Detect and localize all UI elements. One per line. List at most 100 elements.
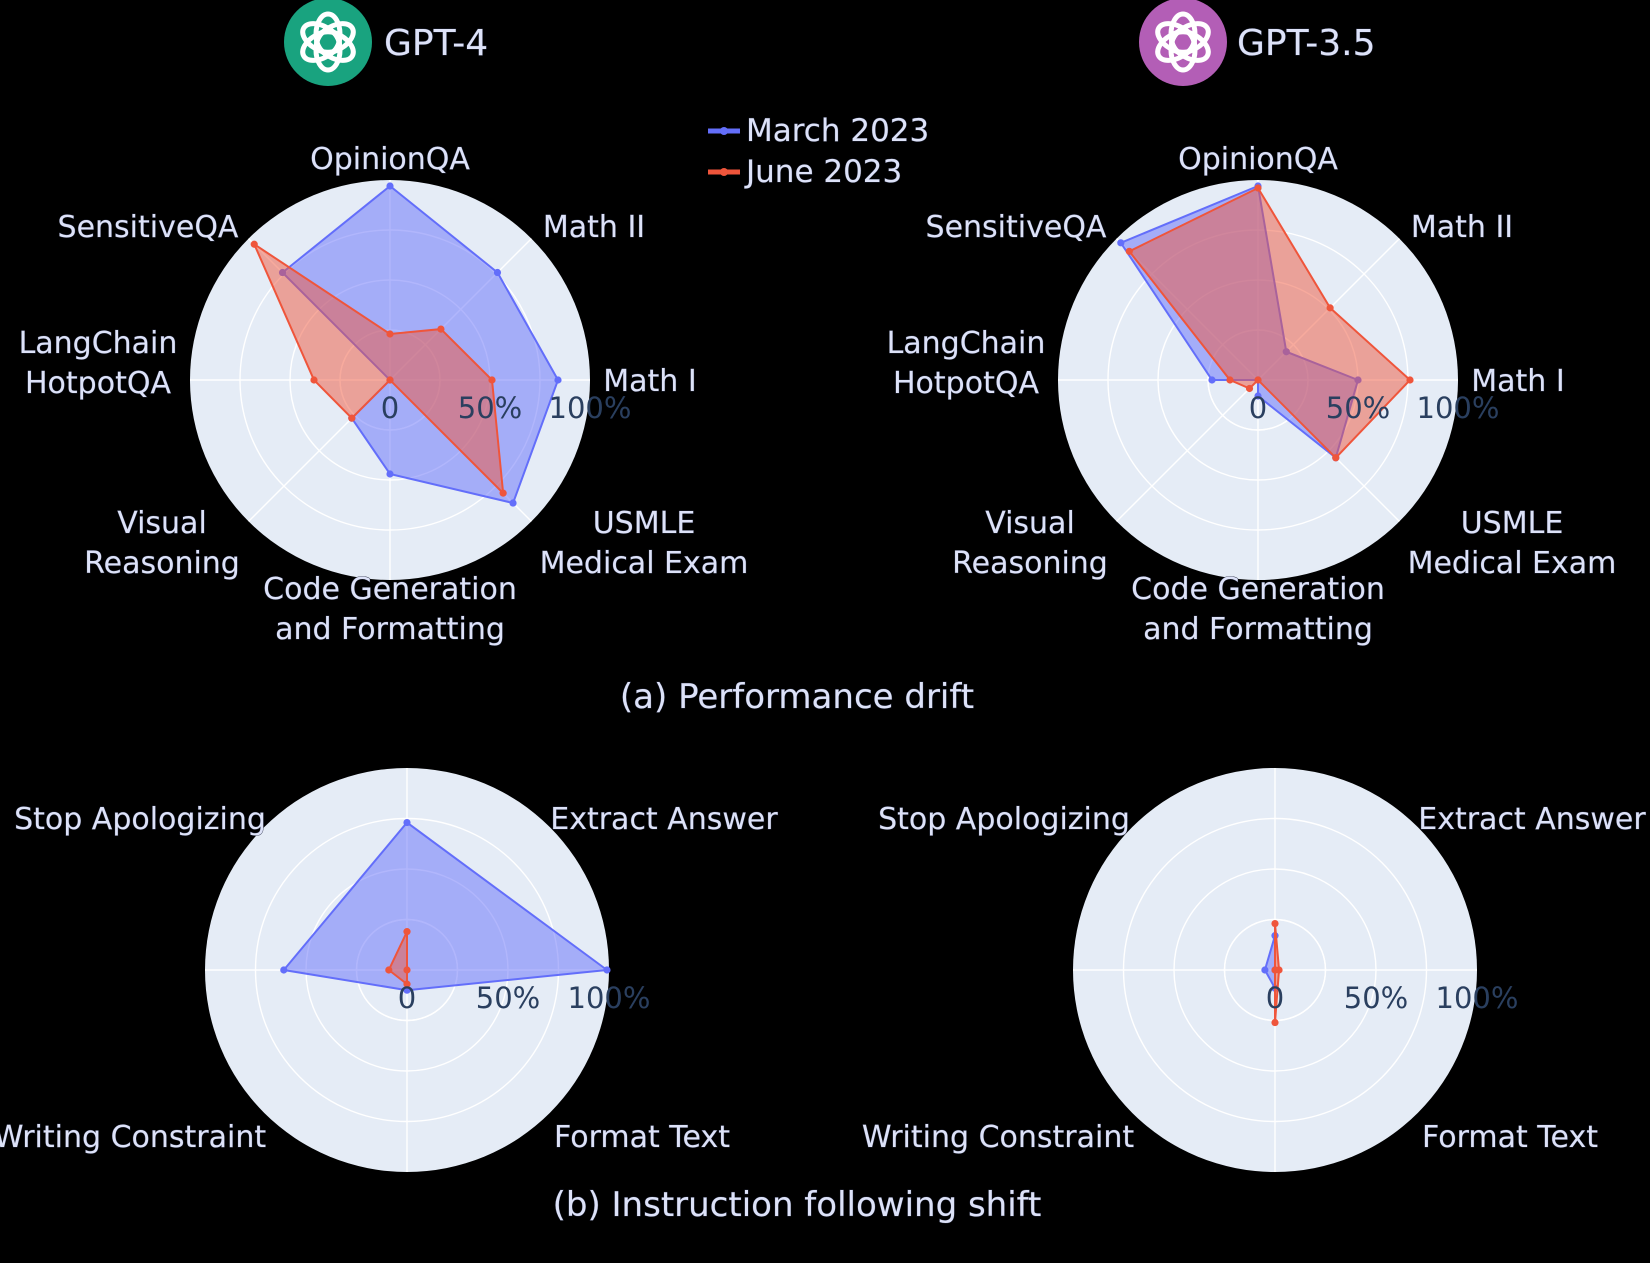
data-point-june-2023-math-ii — [1326, 304, 1334, 312]
radial-tick-label: 0 — [398, 981, 416, 1015]
radial-tick-label: 100% — [549, 391, 632, 425]
data-point-march-2023-math-ii — [493, 268, 502, 277]
data-point-march-2023-math-i — [554, 376, 562, 384]
data-point-june-2023-extract-answer — [403, 966, 411, 974]
radial-tick-label: 100% — [1417, 391, 1500, 425]
data-point-march-2023-usmle-medical-exam — [509, 499, 517, 507]
axis-label-visual-reasoning: Visual — [985, 506, 1075, 541]
axis-label-extract-answer: Extract Answer — [550, 802, 778, 837]
radar-chart-instruction-gpt4: 0 50% 100% Extract Answer Stop Apologizing Wr… — [0, 768, 779, 1172]
radial-tick-label: 50% — [476, 981, 540, 1015]
caption-instruction-following-shift: (b) Instruction following shift — [553, 1185, 1042, 1225]
legend-label-march: March 2023 — [746, 113, 929, 149]
data-point-june-2023-code-generation-and-formatting — [386, 376, 394, 384]
radial-tick-label: 50% — [1326, 391, 1390, 425]
axis-label-code-generation-and-formatting: Code Generation — [263, 572, 517, 607]
data-point-june-2023-visual-reasoning — [1245, 384, 1254, 393]
data-point-june-2023-math-ii — [437, 325, 445, 333]
axis-label-writing-constraint: Writing Constraint — [862, 1120, 1134, 1155]
radial-tick-label: 50% — [1344, 981, 1408, 1015]
axis-label-math-ii: Math II — [543, 210, 645, 245]
data-point-june-2023-langchain-hotpotqa — [310, 376, 318, 384]
axis-label-stop-apologizing: Stop Apologizing — [878, 802, 1130, 837]
axis-label-writing-constraint: Writing Constraint — [0, 1120, 266, 1155]
data-point-march-2023-langchain-hotpotqa — [1208, 376, 1216, 384]
radar-chart-performance-gpt35: 0 50% 100%Math I Math II OpinionQA SensitiveQ… — [886, 142, 1617, 648]
axis-label-code-generation-and-formatting: and Formatting — [1143, 612, 1373, 647]
axis-label-visual-reasoning: Reasoning — [952, 546, 1108, 581]
data-point-march-2023-code-generation-and-formatting — [386, 470, 394, 478]
data-point-june-2023-math-i — [488, 376, 496, 384]
data-point-june-2023-stop-apologizing — [403, 928, 411, 936]
gpt35-header: GPT-3.5 — [1139, 0, 1376, 86]
axis-label-math-i: Math I — [1471, 364, 1564, 399]
gpt4-header: GPT-4 — [284, 0, 489, 86]
axis-label-opinionqa: OpinionQA — [310, 142, 470, 177]
data-point-june-2023-stop-apologizing — [1271, 919, 1279, 928]
axis-label-visual-reasoning: Visual — [117, 506, 207, 541]
radial-tick-label: 50% — [458, 391, 522, 425]
axis-label-usmle-medical-exam: USMLE — [1461, 506, 1564, 541]
axis-label-usmle-medical-exam: Medical Exam — [540, 546, 749, 581]
axis-label-extract-answer: Extract Answer — [1418, 802, 1646, 837]
data-point-june-2023-format-text — [403, 980, 411, 988]
data-point-march-2023-opinionqa — [386, 182, 394, 190]
axis-label-sensitiveqa: SensitiveQA — [58, 210, 239, 245]
axis-label-format-text: Format Text — [554, 1120, 730, 1155]
data-point-march-2023-format-text — [403, 986, 411, 994]
legend: March 2023 June 2023 — [708, 113, 930, 190]
radar-chart-instruction-gpt35: 0 50% 100% Extract Answer Stop Apologizing Wr… — [861, 768, 1647, 1172]
data-point-june-2023-langchain-hotpotqa — [1226, 376, 1234, 384]
data-point-june-2023-writing-constraint — [1271, 966, 1279, 974]
data-point-march-2023-extract-answer — [603, 966, 611, 974]
axis-label-langchain-hotpotqa: HotpotQA — [25, 366, 171, 401]
legend-label-june: June 2023 — [744, 154, 902, 190]
axis-label-visual-reasoning: Reasoning — [84, 546, 240, 581]
openai-logo-icon — [300, 11, 356, 73]
gpt35-title: GPT-3.5 — [1237, 23, 1376, 64]
radial-tick-label: 0 — [1266, 981, 1284, 1015]
axis-label-langchain-hotpotqa: LangChain — [19, 326, 178, 361]
data-point-june-2023-usmle-medical-exam — [1332, 454, 1340, 462]
polar-spoke — [1116, 379, 1259, 522]
legend-item-june: June 2023 — [708, 154, 903, 190]
data-point-june-2023-usmle-medical-exam — [499, 489, 507, 497]
axis-label-usmle-medical-exam: USMLE — [593, 506, 696, 541]
data-point-june-2023-writing-constraint — [385, 966, 393, 974]
data-point-june-2023-sensitiveqa — [1125, 247, 1133, 255]
legend-item-march: March 2023 — [708, 113, 930, 149]
axis-label-langchain-hotpotqa: LangChain — [887, 326, 1046, 361]
data-point-june-2023-code-generation-and-formatting — [1254, 376, 1262, 384]
axis-label-langchain-hotpotqa: HotpotQA — [893, 366, 1039, 401]
gpt35-logo-badge — [1139, 0, 1227, 86]
radial-tick-label: 0 — [1249, 391, 1267, 425]
gpt4-title: GPT-4 — [384, 23, 488, 64]
axis-label-opinionqa: OpinionQA — [1178, 142, 1338, 177]
radial-tick-label: 100% — [568, 981, 651, 1015]
axis-label-math-ii: Math II — [1411, 210, 1513, 245]
axis-label-math-i: Math I — [603, 364, 696, 399]
axis-label-usmle-medical-exam: Medical Exam — [1408, 546, 1617, 581]
data-point-june-2023-opinionqa — [1254, 184, 1262, 192]
axis-label-sensitiveqa: SensitiveQA — [926, 210, 1107, 245]
radial-tick-label: 0 — [381, 391, 399, 425]
data-point-june-2023-math-i — [1406, 376, 1414, 384]
data-point-march-2023-sensitiveqa — [1117, 239, 1125, 247]
radial-tick-label: 100% — [1436, 981, 1519, 1015]
data-point-june-2023-format-text — [1271, 1018, 1279, 1027]
axis-label-stop-apologizing: Stop Apologizing — [14, 802, 266, 837]
axis-label-code-generation-and-formatting: and Formatting — [275, 612, 505, 647]
data-point-june-2023-sensitiveqa — [250, 240, 258, 248]
data-point-june-2023-visual-reasoning — [348, 414, 356, 422]
radar-chart-performance-gpt4: 0 50% 100%Math I Math II OpinionQA SensitiveQ… — [18, 142, 749, 648]
data-point-march-2023-code-generation-and-formatting — [1254, 392, 1262, 400]
axis-label-code-generation-and-formatting: Code Generation — [1131, 572, 1385, 607]
data-point-june-2023-opinionqa — [386, 330, 394, 338]
axis-label-format-text: Format Text — [1422, 1120, 1598, 1155]
data-point-march-2023-writing-constraint — [280, 966, 288, 974]
data-point-march-2023-writing-constraint — [1261, 966, 1269, 974]
openai-logo-icon — [1155, 11, 1211, 73]
caption-performance-drift: (a) Performance drift — [620, 677, 974, 717]
gpt4-logo-badge — [284, 0, 372, 86]
